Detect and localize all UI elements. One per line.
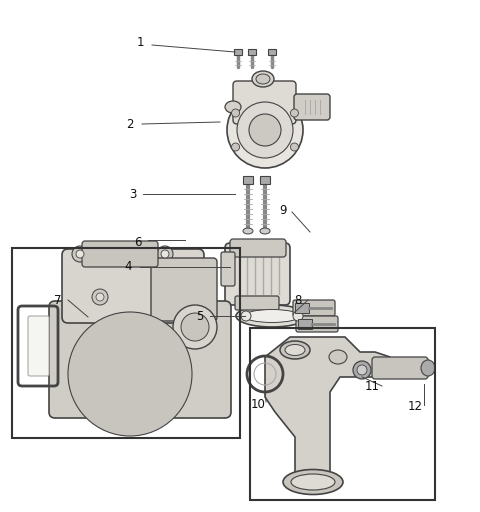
Bar — [268, 49, 276, 55]
FancyBboxPatch shape — [28, 316, 49, 376]
Circle shape — [124, 368, 136, 380]
Ellipse shape — [252, 71, 274, 87]
Text: 8: 8 — [294, 293, 302, 307]
Circle shape — [118, 362, 142, 386]
Circle shape — [231, 109, 240, 117]
Bar — [260, 176, 270, 184]
FancyBboxPatch shape — [372, 357, 428, 379]
Circle shape — [293, 311, 303, 321]
Ellipse shape — [283, 470, 343, 495]
Text: 1: 1 — [136, 35, 144, 49]
Circle shape — [92, 336, 168, 412]
Ellipse shape — [244, 309, 300, 323]
Ellipse shape — [329, 350, 347, 364]
Ellipse shape — [256, 74, 270, 84]
Circle shape — [290, 143, 299, 151]
Ellipse shape — [285, 345, 305, 355]
Circle shape — [105, 349, 155, 399]
Text: 10: 10 — [251, 397, 265, 411]
Circle shape — [181, 313, 209, 341]
Circle shape — [227, 92, 303, 168]
Circle shape — [78, 322, 182, 426]
FancyBboxPatch shape — [235, 296, 279, 310]
Text: 9: 9 — [279, 203, 287, 217]
Text: 3: 3 — [129, 187, 137, 201]
Ellipse shape — [225, 101, 241, 113]
Circle shape — [237, 102, 293, 158]
FancyBboxPatch shape — [294, 94, 330, 120]
FancyBboxPatch shape — [293, 300, 335, 316]
Polygon shape — [265, 337, 390, 482]
Circle shape — [157, 246, 173, 262]
FancyBboxPatch shape — [49, 301, 231, 418]
Bar — [12, 248, 240, 438]
Circle shape — [249, 114, 281, 146]
Text: 5: 5 — [196, 309, 204, 323]
FancyBboxPatch shape — [225, 243, 290, 305]
FancyBboxPatch shape — [296, 316, 338, 332]
FancyBboxPatch shape — [233, 81, 296, 124]
Bar — [250, 328, 435, 500]
Text: 7: 7 — [54, 293, 62, 307]
Circle shape — [161, 250, 169, 258]
Text: 2: 2 — [126, 117, 134, 131]
Circle shape — [76, 250, 84, 258]
Ellipse shape — [260, 228, 270, 234]
Circle shape — [231, 143, 240, 151]
FancyBboxPatch shape — [221, 252, 235, 286]
Text: 12: 12 — [408, 400, 422, 414]
Circle shape — [68, 312, 192, 436]
Ellipse shape — [280, 341, 310, 359]
Ellipse shape — [291, 474, 335, 490]
Circle shape — [173, 305, 217, 349]
Text: 4: 4 — [124, 261, 132, 273]
Circle shape — [290, 109, 299, 117]
Circle shape — [357, 365, 367, 375]
Bar — [298, 319, 312, 329]
FancyBboxPatch shape — [82, 241, 158, 267]
FancyBboxPatch shape — [62, 249, 204, 323]
Circle shape — [72, 246, 88, 262]
Text: 6: 6 — [134, 236, 142, 248]
Ellipse shape — [421, 360, 435, 376]
Circle shape — [353, 361, 371, 379]
Bar — [234, 49, 242, 55]
Bar — [243, 176, 253, 184]
FancyBboxPatch shape — [151, 258, 217, 321]
Circle shape — [92, 289, 108, 305]
Ellipse shape — [243, 228, 253, 234]
Ellipse shape — [236, 305, 308, 327]
Bar — [248, 49, 256, 55]
Text: 11: 11 — [364, 380, 380, 394]
Bar — [295, 303, 309, 313]
Circle shape — [96, 293, 104, 301]
FancyBboxPatch shape — [230, 239, 286, 257]
Circle shape — [241, 311, 251, 321]
